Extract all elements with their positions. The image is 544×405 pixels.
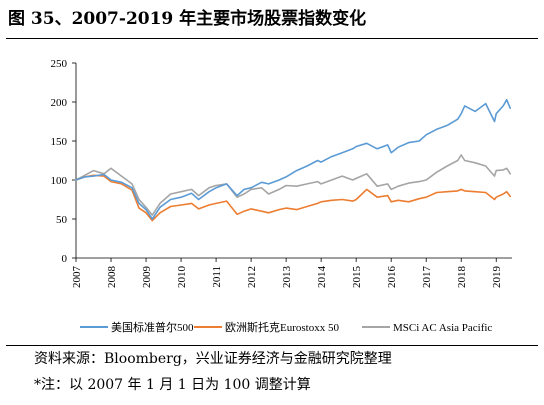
footnote: *注：以 2007 年 1 月 1 日为 100 调整计算 <box>34 377 311 393</box>
x-tick-label: 2017 <box>421 266 433 289</box>
series-line-0 <box>75 98 512 220</box>
x-tick-label: 2015 <box>351 266 363 289</box>
series-line-2 <box>75 154 512 216</box>
series-line-1 <box>75 174 512 222</box>
chart-svg: 0 50 100 150 200 250 2007 2008 2009 2010 2011 2012 2… <box>51 58 512 334</box>
legend-label: MSCi AC Asia Pacific <box>393 322 492 334</box>
axes-layer: 0 50 100 150 200 250 2007 2008 2009 2010 2011 2012 2… <box>51 58 512 289</box>
figure-title: 图 35、2007-2019 年主要市场股票指数变化 <box>8 9 367 29</box>
legend-label: 欧洲斯托克Eurostoxx 50 <box>225 320 339 334</box>
y-tick-label: 100 <box>51 175 68 187</box>
series-layer <box>75 98 512 222</box>
title-divider <box>6 38 538 39</box>
y-tick-label: 250 <box>51 58 68 70</box>
x-tick-label: 2010 <box>176 266 188 289</box>
y-tick-label: 0 <box>62 253 68 265</box>
source-divider <box>6 345 538 346</box>
y-tick-label: 150 <box>51 136 68 148</box>
x-tick-label: 2019 <box>491 266 503 289</box>
x-tick-label: 2016 <box>386 266 398 289</box>
x-tick-label: 2007 <box>71 266 83 289</box>
x-tick-label: 2009 <box>141 266 153 289</box>
x-tick-label: 2011 <box>211 266 223 288</box>
x-tick-label: 2018 <box>456 266 468 289</box>
chart-legend: 美国标准普尔500 欧洲斯托克Eurostoxx 50 MSCi AC Asia P… <box>80 320 492 334</box>
legend-label: 美国标准普尔500 <box>111 320 194 334</box>
y-tick-label: 200 <box>51 97 68 109</box>
x-tick-label: 2014 <box>316 266 328 289</box>
line-chart: 0 50 100 150 200 250 2007 2008 2009 2010 2011 2012 2… <box>0 40 544 344</box>
x-tick-label: 2012 <box>246 266 258 288</box>
x-tick-label: 2013 <box>281 266 293 289</box>
y-tick-label: 50 <box>56 214 68 226</box>
source-note: 资料来源：Bloomberg，兴业证券经济与金融研究院整理 <box>34 351 392 367</box>
x-tick-label: 2008 <box>106 266 118 289</box>
